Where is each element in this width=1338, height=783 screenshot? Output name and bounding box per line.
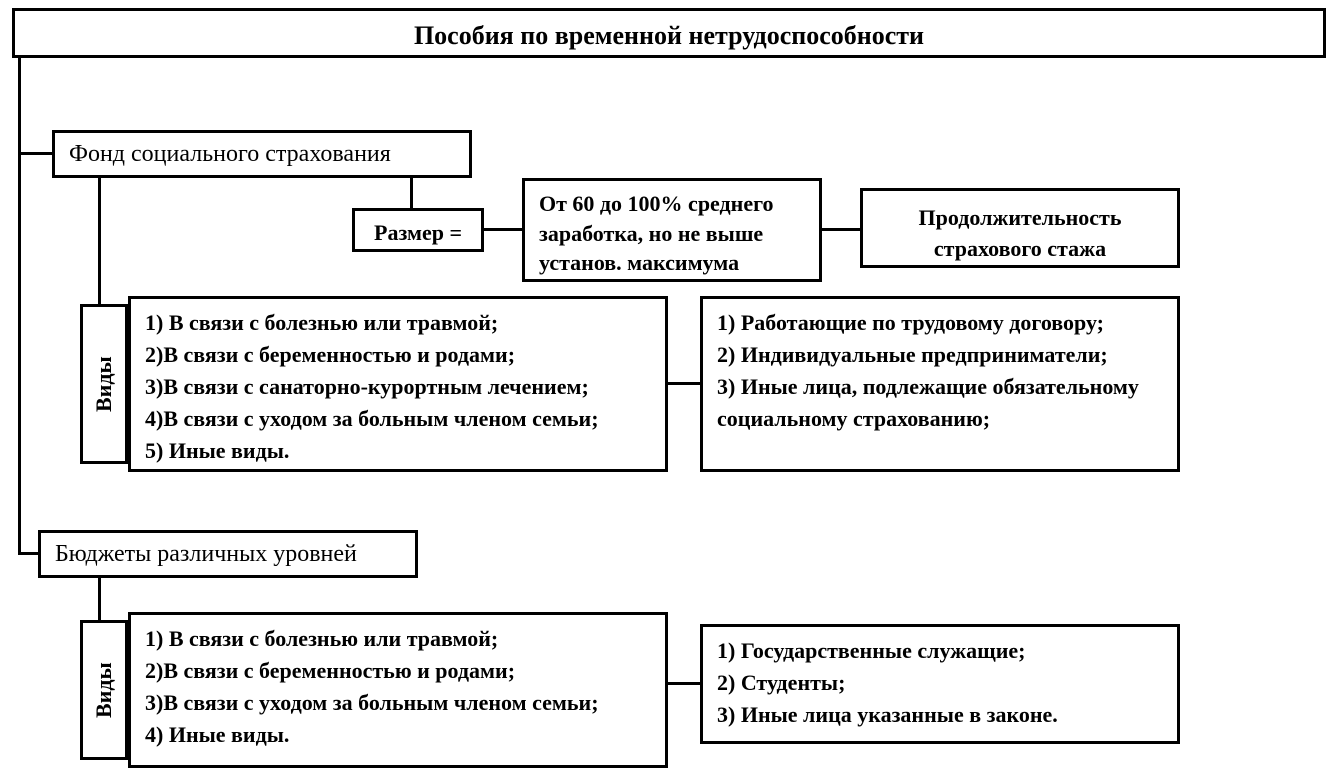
types1-item-4: 4)В связи с уходом за больным членом сем… xyxy=(145,403,651,435)
connector-budgets-to-types2 xyxy=(98,578,101,620)
fund-text: Фонд социального страхования xyxy=(69,141,391,167)
recipients1-item-3: 3) Иные лица, подлежащие обязательному с… xyxy=(717,371,1163,435)
types1-label-box: Виды xyxy=(80,304,128,464)
types1-list-box: 1) В связи с болезнью или травмой; 2)В с… xyxy=(128,296,668,472)
duration-text: Продолжительность страхового стажа xyxy=(919,205,1122,261)
recipients2-item-1: 1) Государственные служащие; xyxy=(717,635,1163,667)
title-text: Пособия по временной нетрудоспособности xyxy=(414,21,924,50)
connector-size-to-desc xyxy=(484,228,522,231)
types1-item-1: 1) В связи с болезнью или травмой; xyxy=(145,307,651,339)
connector-trunk-vertical xyxy=(18,58,21,554)
recipients2-item-2: 2) Студенты; xyxy=(717,667,1163,699)
recipients1-item-1: 1) Работающие по трудовому договору; xyxy=(717,307,1163,339)
types2-label-box: Виды xyxy=(80,620,128,760)
connector-types2-to-recipients2 xyxy=(668,682,700,685)
connector-types1-to-recipients1 xyxy=(668,382,700,385)
duration-box: Продолжительность страхового стажа xyxy=(860,188,1180,268)
recipients2-box: 1) Государственные служащие; 2) Студенты… xyxy=(700,624,1180,744)
types2-item-2: 2)В связи с беременностью и родами; xyxy=(145,655,651,687)
types2-item-1: 1) В связи с болезнью или травмой; xyxy=(145,623,651,655)
recipients1-box: 1) Работающие по трудовому договору; 2) … xyxy=(700,296,1180,472)
types2-item-4: 4) Иные виды. xyxy=(145,719,651,751)
connector-fund-to-size xyxy=(410,178,413,208)
connector-desc-to-duration xyxy=(822,228,860,231)
types2-item-3: 3)В связи с уходом за больным членом сем… xyxy=(145,687,651,719)
recipients1-item-2: 2) Индивидуальные предприниматели; xyxy=(717,339,1163,371)
connector-to-budgets xyxy=(18,552,38,555)
types1-item-5: 5) Иные виды. xyxy=(145,435,651,467)
budgets-text: Бюджеты различных уровней xyxy=(55,541,357,567)
types2-label-text: Виды xyxy=(91,662,117,718)
types1-item-3: 3)В связи с санаторно-курортным лечением… xyxy=(145,371,651,403)
connector-to-fund xyxy=(18,152,52,155)
connector-fund-to-types1 xyxy=(98,178,101,304)
types1-item-2: 2)В связи с беременностью и родами; xyxy=(145,339,651,371)
recipients2-item-3: 3) Иные лица указанные в законе. xyxy=(717,699,1163,731)
budgets-box: Бюджеты различных уровней xyxy=(38,530,418,578)
size-desc-text: От 60 до 100% среднего заработка, но не … xyxy=(539,191,774,275)
fund-box: Фонд социального страхования xyxy=(52,130,472,178)
size-text: Размер = xyxy=(374,220,462,245)
size-desc-box: От 60 до 100% среднего заработка, но не … xyxy=(522,178,822,282)
title-box: Пособия по временной нетрудоспособности xyxy=(12,8,1326,58)
size-box: Размер = xyxy=(352,208,484,252)
types2-list-box: 1) В связи с болезнью или травмой; 2)В с… xyxy=(128,612,668,768)
types1-label-text: Виды xyxy=(91,356,117,412)
